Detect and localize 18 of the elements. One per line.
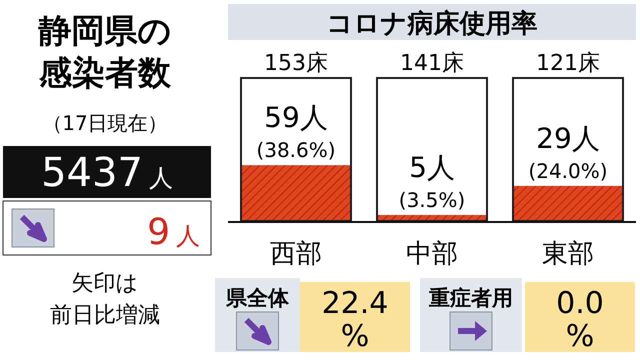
data-label: 29人 (24.0%) — [528, 122, 608, 183]
x-tick-label: 東部 — [542, 239, 594, 269]
text: 141床 — [400, 51, 464, 76]
text: 前日比増減 — [50, 303, 160, 328]
text: 121床 — [536, 51, 600, 76]
text: 重症者用 — [428, 286, 513, 310]
text: 153床 — [264, 51, 328, 76]
x-tick-label: 中部 — [406, 239, 458, 269]
text: 県全体 — [225, 286, 290, 310]
data-label: 5人 (3.5%) — [398, 151, 466, 212]
text: 0.0 % — [556, 286, 604, 354]
text: （17日現在） — [42, 111, 168, 135]
text: 矢印は — [72, 271, 138, 296]
data-label: 59人 (38.6%) — [256, 101, 336, 162]
x-tick-label: 西部 — [270, 239, 322, 269]
chart-title: コロナ病床使用率 — [326, 9, 538, 39]
text: 22.4 % — [322, 286, 388, 354]
text: 静岡県の感染者数 — [38, 11, 172, 92]
